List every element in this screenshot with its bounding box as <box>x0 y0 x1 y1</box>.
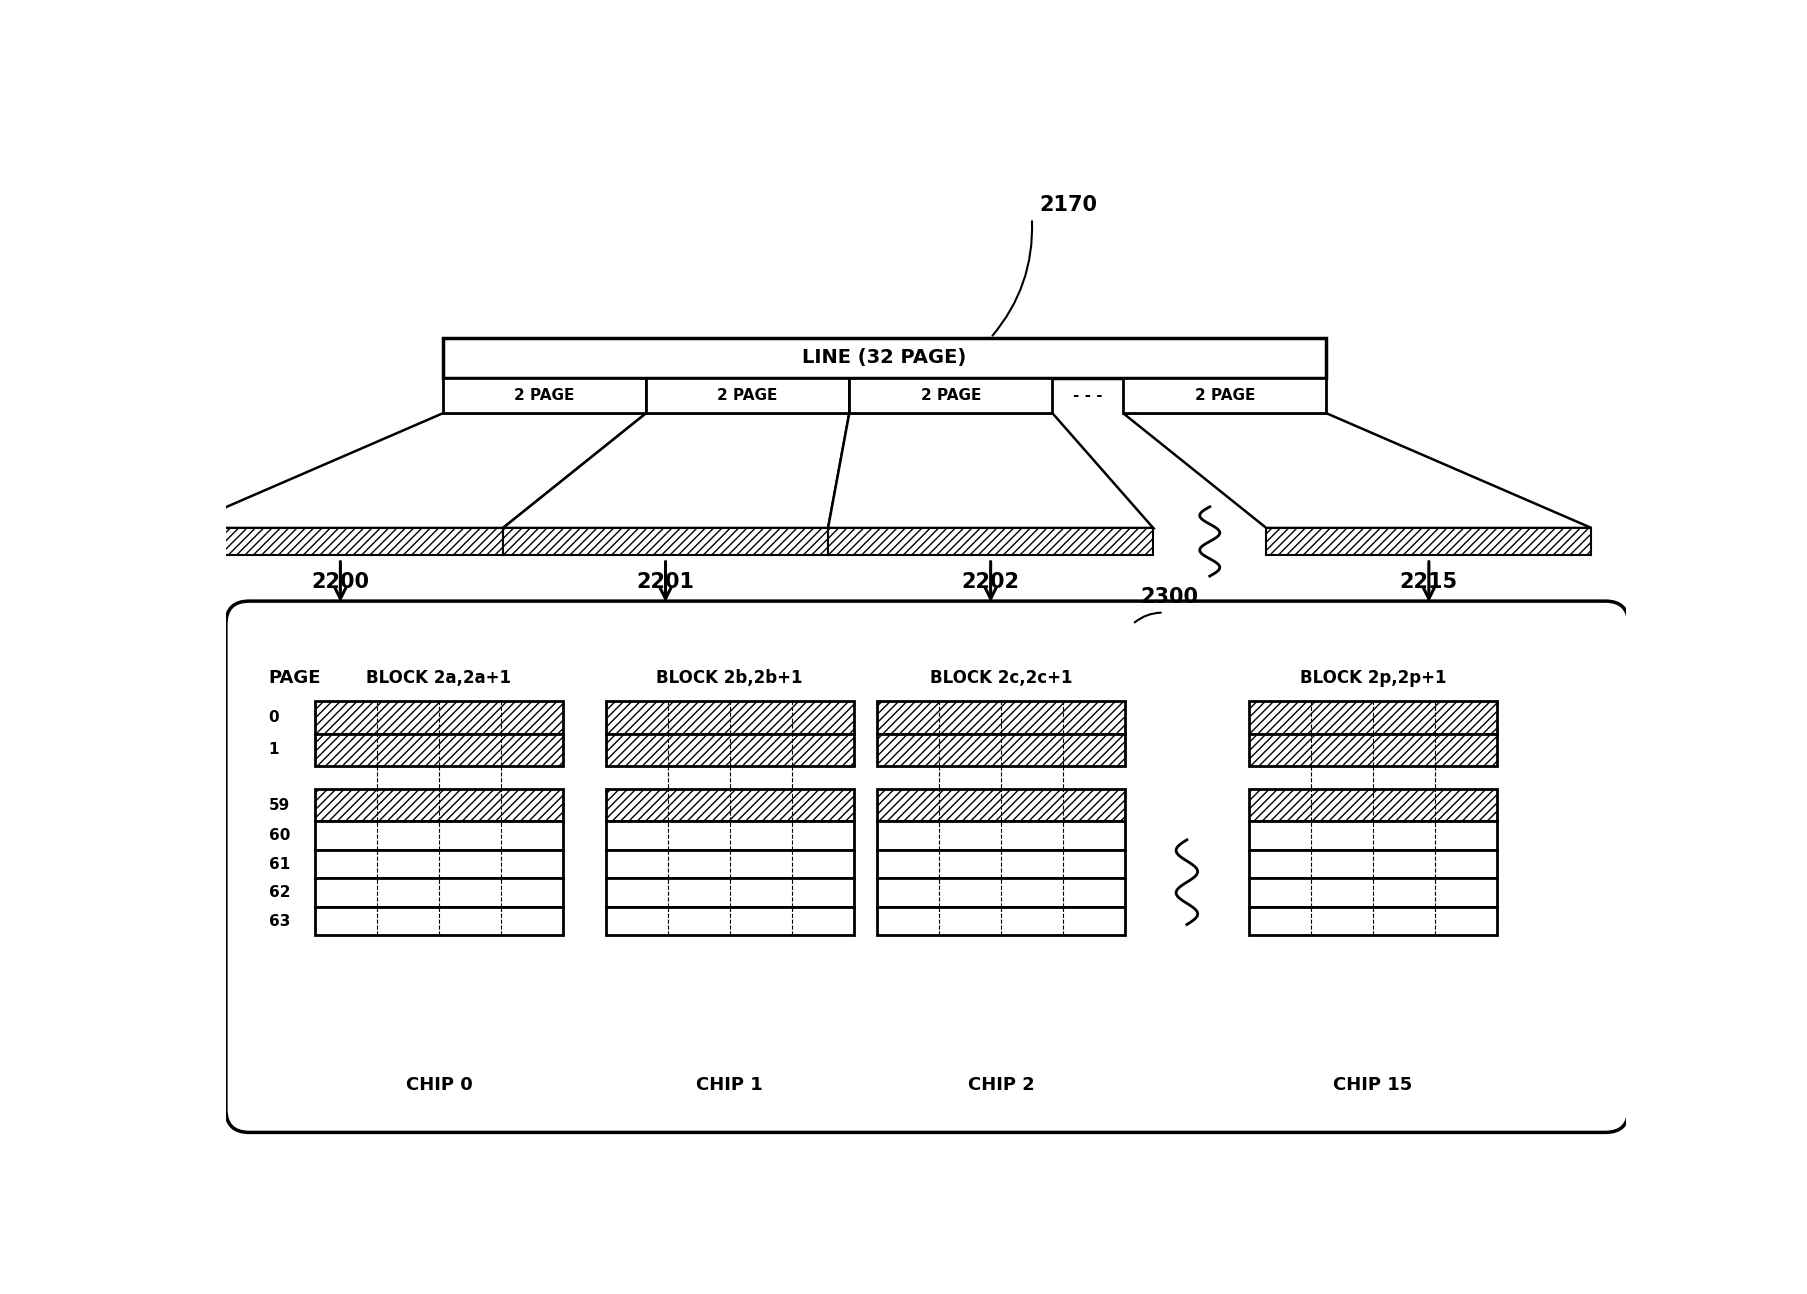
Polygon shape <box>1124 413 1592 528</box>
Bar <box>605 701 853 734</box>
Polygon shape <box>177 413 647 528</box>
Text: 60: 60 <box>269 828 289 844</box>
Text: 0: 0 <box>269 710 278 725</box>
Bar <box>605 734 853 766</box>
Text: BLOCK 2a,2a+1: BLOCK 2a,2a+1 <box>367 669 511 687</box>
Bar <box>443 378 647 413</box>
Polygon shape <box>502 413 849 528</box>
Polygon shape <box>828 413 1153 528</box>
Text: BLOCK 2c,2c+1: BLOCK 2c,2c+1 <box>929 669 1072 687</box>
Text: CHIP 2: CHIP 2 <box>967 1075 1034 1093</box>
Bar <box>1249 879 1496 907</box>
Bar <box>314 907 564 936</box>
Text: 2 PAGE: 2 PAGE <box>717 388 777 402</box>
Bar <box>605 822 853 850</box>
Text: 2215: 2215 <box>1400 572 1458 591</box>
Text: CHIP 0: CHIP 0 <box>405 1075 472 1093</box>
Bar <box>605 850 853 879</box>
Polygon shape <box>177 528 502 555</box>
Text: 61: 61 <box>269 857 289 872</box>
Bar <box>314 701 564 734</box>
Bar <box>876 879 1126 907</box>
Polygon shape <box>1267 528 1592 555</box>
Bar <box>605 789 853 822</box>
Text: 2 PAGE: 2 PAGE <box>515 388 575 402</box>
Bar <box>314 822 564 850</box>
Text: 2 PAGE: 2 PAGE <box>922 388 981 402</box>
FancyBboxPatch shape <box>226 602 1628 1132</box>
Text: 1: 1 <box>269 743 278 757</box>
Text: 59: 59 <box>269 797 289 813</box>
Bar <box>1249 822 1496 850</box>
Text: LINE (32 PAGE): LINE (32 PAGE) <box>802 348 967 367</box>
Bar <box>1249 850 1496 879</box>
Bar <box>314 879 564 907</box>
Bar <box>876 907 1126 936</box>
Bar <box>849 378 1052 413</box>
Text: - - -: - - - <box>1073 388 1102 402</box>
Bar <box>876 822 1126 850</box>
Text: 2300: 2300 <box>1140 587 1198 607</box>
Polygon shape <box>502 528 828 555</box>
Bar <box>876 701 1126 734</box>
Text: BLOCK 2p,2p+1: BLOCK 2p,2p+1 <box>1299 669 1446 687</box>
Bar <box>647 378 849 413</box>
Bar <box>314 734 564 766</box>
Bar <box>1249 701 1496 734</box>
Bar <box>443 338 1326 378</box>
Bar <box>876 734 1126 766</box>
Text: 62: 62 <box>269 885 289 901</box>
Bar <box>1249 907 1496 936</box>
Text: CHIP 15: CHIP 15 <box>1334 1075 1413 1093</box>
Bar <box>314 789 564 822</box>
Text: 2170: 2170 <box>1039 194 1097 215</box>
Bar <box>1249 789 1496 822</box>
Bar <box>314 850 564 879</box>
Text: PAGE: PAGE <box>269 669 322 687</box>
Text: BLOCK 2b,2b+1: BLOCK 2b,2b+1 <box>656 669 802 687</box>
Text: 2 PAGE: 2 PAGE <box>1194 388 1254 402</box>
Polygon shape <box>828 528 1153 555</box>
Bar <box>876 850 1126 879</box>
Bar <box>605 907 853 936</box>
Bar <box>605 879 853 907</box>
Text: 63: 63 <box>269 914 289 929</box>
Bar <box>1124 378 1326 413</box>
Text: 2201: 2201 <box>636 572 694 591</box>
Text: CHIP 1: CHIP 1 <box>696 1075 763 1093</box>
Text: 2202: 2202 <box>961 572 1019 591</box>
Text: 2200: 2200 <box>311 572 369 591</box>
Bar <box>876 789 1126 822</box>
Bar <box>1249 734 1496 766</box>
